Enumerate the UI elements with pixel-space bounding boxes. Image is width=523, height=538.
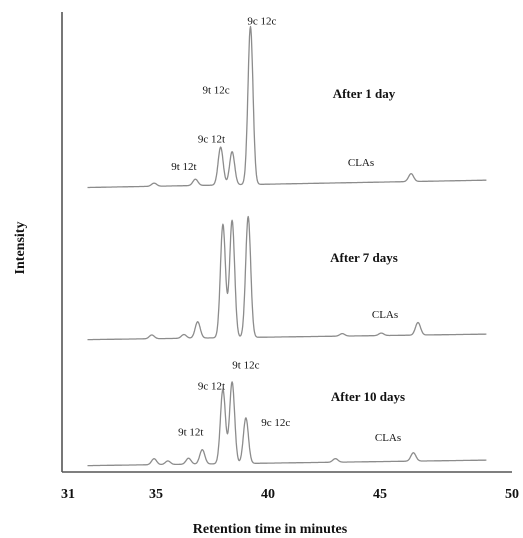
- x-tick-label: 50: [505, 487, 519, 502]
- chromatogram-trace: [87, 25, 487, 189]
- clas-label: CLAs: [375, 432, 401, 444]
- y-axis-title: Intensity: [13, 222, 28, 275]
- peak-label: 9t 12c: [202, 84, 229, 96]
- chromatogram-trace: [87, 215, 487, 341]
- x-tick-label: 40: [261, 487, 275, 502]
- panel-label: After 1 day: [333, 86, 396, 101]
- panel-label: After 7 days: [330, 250, 398, 265]
- x-tick-labels: 31 35 40 45 50: [61, 487, 519, 502]
- peak-label: 9c 12t: [198, 134, 225, 146]
- peak-label: 9c 12c: [247, 16, 276, 28]
- panel-label: After 10 days: [331, 389, 405, 404]
- x-tick-label: 35: [149, 487, 163, 502]
- peak-label: 9t 12c: [232, 360, 259, 372]
- chromatogram-panel: After 1 day CLAs 9t 12t 9c 12t 9t 12c 9c 12c: [87, 16, 487, 189]
- x-tick-label: 45: [373, 487, 387, 502]
- peak-label: 9t 12t: [178, 426, 203, 438]
- clas-label: CLAs: [372, 309, 398, 321]
- chromatogram-trace: [87, 381, 487, 467]
- clas-label: CLAs: [348, 157, 374, 169]
- peak-label: 9c 12t: [198, 381, 225, 393]
- peak-label: 9t 12t: [171, 161, 196, 173]
- x-tick-label: 31: [61, 487, 75, 502]
- peak-label: 9c 12c: [261, 417, 290, 429]
- chromatogram-panel: After 7 days CLAs: [87, 215, 487, 341]
- chromatogram-panel: After 10 days CLAs 9t 12t 9c 12t 9t 12c 9c 12…: [87, 360, 487, 467]
- x-axis-title: Retention time in minutes: [193, 522, 348, 537]
